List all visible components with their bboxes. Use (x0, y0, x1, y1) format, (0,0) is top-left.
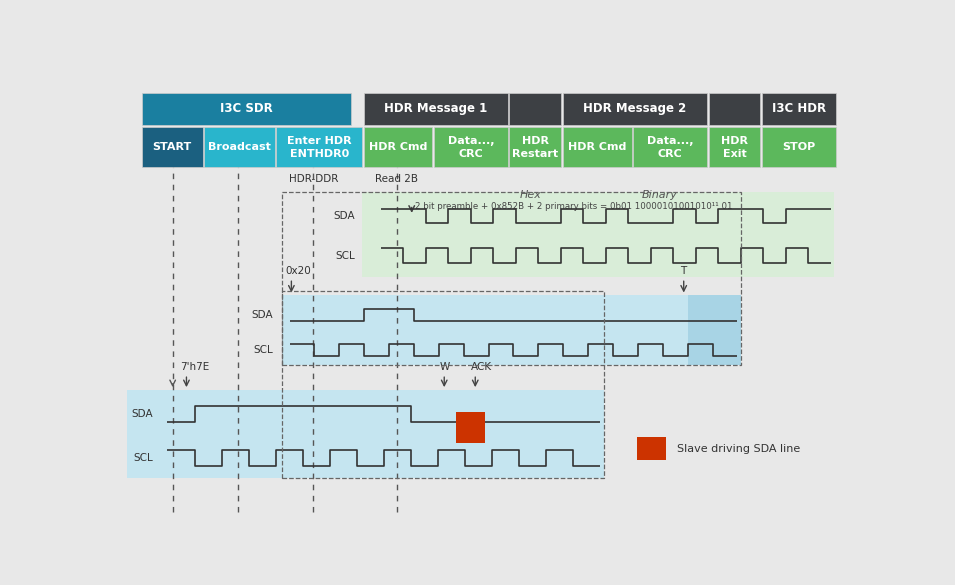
Text: Read 2B: Read 2B (375, 174, 418, 184)
Bar (276, 128, 362, 167)
Text: Data...,
CRC: Data..., CRC (448, 136, 494, 159)
Bar (633, 128, 707, 167)
Bar (362, 192, 835, 277)
Text: W: W (440, 362, 450, 372)
Text: SCL: SCL (254, 345, 273, 355)
Text: HDR Cmd: HDR Cmd (568, 142, 626, 152)
Text: SDA: SDA (252, 310, 273, 321)
Text: T: T (680, 266, 687, 276)
Bar (283, 291, 605, 478)
Bar (283, 192, 741, 365)
Bar (456, 412, 485, 443)
Text: I3C SDR: I3C SDR (220, 102, 273, 115)
Text: Slave driving SDA line: Slave driving SDA line (677, 443, 800, 453)
Text: HDR Cmd: HDR Cmd (369, 142, 427, 152)
Text: SDA: SDA (333, 211, 354, 221)
Bar (509, 128, 562, 167)
Text: Binary: Binary (642, 190, 678, 199)
Bar (689, 295, 741, 365)
Text: Broadcast: Broadcast (208, 142, 271, 152)
Bar (709, 128, 760, 167)
Text: HDR Message 2: HDR Message 2 (584, 102, 687, 115)
Text: I3C HDR: I3C HDR (772, 102, 826, 115)
Bar (127, 390, 605, 478)
Bar (141, 128, 203, 167)
Text: SCL: SCL (335, 250, 354, 260)
Bar (364, 128, 433, 167)
Text: HDR-DDR: HDR-DDR (288, 174, 338, 184)
Bar (762, 93, 836, 125)
Bar (434, 128, 508, 167)
Text: HDR
Exit: HDR Exit (721, 136, 748, 159)
Bar (762, 128, 836, 167)
Text: SDA: SDA (131, 410, 153, 419)
Bar (204, 128, 275, 167)
Bar (638, 438, 666, 460)
Text: ACK: ACK (471, 362, 492, 372)
Text: HDR
Restart: HDR Restart (512, 136, 559, 159)
Bar (709, 93, 760, 125)
Text: Hex: Hex (520, 190, 541, 199)
Bar (562, 93, 707, 125)
Bar (283, 295, 741, 365)
Text: 0x20: 0x20 (286, 266, 311, 276)
Text: HDR Message 1: HDR Message 1 (384, 102, 487, 115)
Text: START: START (153, 142, 192, 152)
Text: Data...,
CRC: Data..., CRC (647, 136, 693, 159)
Text: 2 bit preamble + 0x852B + 2 primary bits = 0b01 10000101001010¹¹ 01: 2 bit preamble + 0x852B + 2 primary bits… (415, 202, 732, 211)
Bar (509, 93, 562, 125)
Text: Enter HDR
ENTHDR0: Enter HDR ENTHDR0 (286, 136, 351, 159)
Text: SCL: SCL (133, 453, 153, 463)
Bar (364, 93, 508, 125)
Bar (562, 128, 631, 167)
Bar (141, 93, 351, 125)
Text: STOP: STOP (782, 142, 816, 152)
Text: 7'h7E: 7'h7E (180, 362, 210, 372)
